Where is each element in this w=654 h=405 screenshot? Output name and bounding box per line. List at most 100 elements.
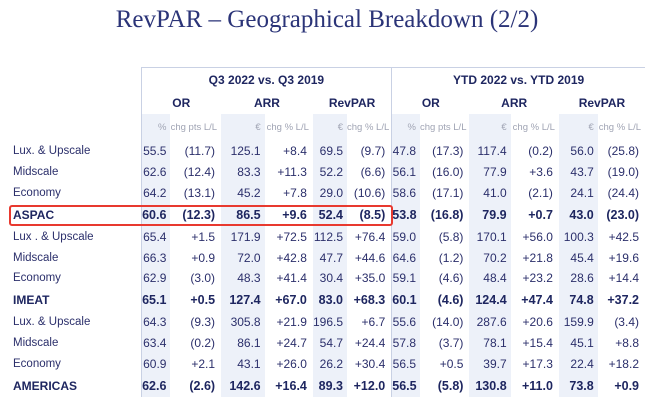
table-cell: 22.4 [558, 353, 598, 375]
table-cell: 60.9 [141, 353, 171, 375]
table-row: Economy 64.2 (13.1) 45.2 +7.8 29.0 (10.6) 58.6 (… [8, 182, 645, 204]
table-cell: 59.0 [391, 226, 420, 248]
table-cell: +7.8 [283, 185, 307, 200]
unit-header: chg % L/L [512, 122, 555, 133]
row-label: Lux. & Upscale [8, 141, 142, 162]
table-cell: (17.3) [432, 144, 464, 159]
table-cell: 45.4 [558, 247, 598, 268]
table-cell: 62.9 [141, 267, 171, 289]
table-cell: 28.6 [558, 267, 598, 289]
table-cell: (11.7) [184, 144, 216, 159]
metric-header: OR [172, 96, 191, 110]
table-cell: (17.1) [432, 185, 464, 200]
table-cell: 30.4 [312, 267, 348, 289]
table-cell: (1.2) [438, 250, 464, 265]
table-cell: 78.1 [469, 332, 511, 354]
table-cell: 24.1 [558, 182, 598, 204]
table-row: Midscale 66.3 +0.9 72.0 +42.8 47.7 +44.6 64.6 (1… [8, 247, 645, 268]
corner-cell [8, 114, 142, 141]
table-cell: 83.0 [312, 288, 348, 312]
table-cell: 77.9 [469, 161, 511, 183]
period-header-ytd: YTD 2022 vs. YTD 2019 [391, 67, 645, 92]
table-cell: +8.8 [615, 335, 639, 350]
table-cell: 56.0 [558, 141, 598, 162]
table-cell: +15.4 [522, 335, 553, 350]
metric-header: RevPAR [578, 96, 626, 110]
table-row: Midscale 63.4 (0.2) 86.1 +24.7 54.7 +24.4 57.8 (… [8, 332, 645, 354]
table-cell: +3.6 [529, 165, 553, 180]
table-cell: 159.9 [558, 311, 598, 333]
table-cell: +23.2 [522, 271, 553, 286]
table-cell: +14.4 [608, 271, 639, 286]
page-title: RevPAR – Geographical Breakdown (2/2) [115, 6, 539, 33]
table-cell: 29.0 [312, 182, 348, 204]
unit-header: chg % L/L [598, 122, 641, 133]
corner-cell [8, 92, 142, 114]
table-row: Lux. & Upscale 55.5 (11.7) 125.1 +8.4 69.5 (9.… [8, 141, 645, 162]
table-cell: 55.6 [391, 311, 420, 333]
unit-header: € [558, 114, 598, 141]
table-cell: 86.1 [221, 332, 265, 354]
region-total-row: IMEAT 65.1 +0.5 127.4 +67.0 83.0 +68.3 60.1 (4.6… [8, 288, 645, 312]
table-cell: 53.8 [391, 203, 420, 227]
table-row: Midscale 62.6 (12.4) 83.3 +11.3 52.2 (6.6) 56.1… [8, 161, 645, 183]
table-cell: 86.5 [221, 203, 265, 227]
table-cell: +17.3 [522, 356, 553, 371]
table-cell: +6.7 [347, 311, 393, 333]
table-cell: 127.4 [221, 288, 265, 312]
unit-header: € [469, 114, 511, 141]
table-cell: 45.2 [221, 182, 265, 204]
table-cell: 196.5 [312, 311, 348, 333]
table-cell: 59.1 [391, 267, 420, 289]
table-cell: +21.8 [522, 250, 553, 265]
table-cell: +24.4 [347, 332, 393, 354]
row-label: Lux . & Upscale [8, 226, 142, 248]
table-cell: (3.7) [438, 335, 464, 350]
unit-header: € [221, 114, 265, 141]
row-label: Midscale [8, 247, 142, 268]
table-cell: 305.8 [221, 311, 265, 333]
table-cell: +0.9 [191, 250, 216, 265]
table-cell: 65.1 [141, 288, 171, 312]
table-cell: 43.7 [558, 161, 598, 183]
revpar-table: Q3 2022 vs. Q3 2019 YTD 2022 vs. YTD 201… [8, 67, 645, 398]
table-cell: 70.2 [469, 247, 511, 268]
table-row: Lux . & Upscale 65.4 +1.5 171.9 +72.5 112.5 +7… [8, 226, 645, 248]
table-cell: +0.5 [190, 293, 216, 308]
table-cell: 83.3 [221, 161, 265, 183]
table-cell: +21.9 [276, 315, 307, 330]
table-cell: 55.5 [141, 141, 171, 162]
table-cell: (2.6) [189, 378, 216, 393]
table-cell: (13.1) [183, 185, 216, 200]
table-cell: +0.7 [528, 207, 553, 222]
table-cell: 43.0 [558, 203, 598, 227]
table-cell: 47.7 [312, 247, 348, 268]
table-cell: 45.1 [558, 332, 598, 354]
table-cell: +37.2 [607, 293, 639, 308]
unit-header: chg % L/L [347, 114, 393, 141]
table-cell: (9.7) [347, 141, 393, 162]
table-cell: +42.8 [276, 250, 307, 265]
table-row: Economy 62.9 (3.0) 48.3 +41.4 30.4 +35.0 59.1 (4… [8, 267, 645, 289]
unit-header: € [312, 114, 348, 141]
table-cell: 48.3 [221, 267, 265, 289]
table-cell: 60.6 [141, 203, 171, 227]
unit-header: % [391, 114, 420, 141]
table-cell: 62.6 [141, 161, 171, 183]
table-cell: 171.9 [221, 226, 265, 248]
table-cell: 66.3 [141, 247, 171, 268]
table-cell: (8.5) [347, 203, 393, 227]
metric-header: OR [421, 96, 440, 110]
table-cell: (24.4) [607, 185, 639, 200]
table-cell: 130.8 [469, 374, 511, 398]
aspac-highlight-box [9, 205, 393, 226]
table-cell: 47.8 [391, 141, 420, 162]
table-cell: (4.6) [437, 293, 464, 308]
row-label: ASPAC [8, 203, 142, 227]
region-total-row: ASPAC 60.6 (12.3) 86.5 +9.6 52.4 (8.5) 53.8 (16.… [8, 203, 645, 227]
row-label: Lux. & Upscale [8, 311, 142, 333]
region-total-row: AMERICAS 62.6 (2.6) 142.6 +16.4 89.3 +12.0 56.5… [8, 374, 645, 398]
table-cell: (23.0) [606, 207, 639, 222]
table-cell: +26.0 [276, 356, 307, 371]
table-cell: (9.3) [190, 315, 216, 330]
